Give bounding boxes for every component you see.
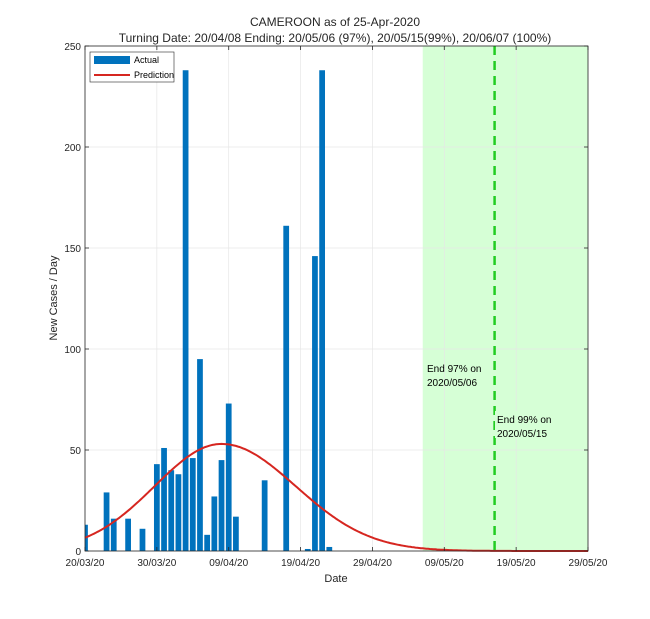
bar — [312, 256, 318, 551]
bar — [233, 516, 239, 551]
bar — [175, 474, 182, 551]
annotation-97-line1: End 97% on — [427, 364, 482, 375]
x-tick-label: 09/04/20 — [209, 558, 248, 569]
x-tick-label: 19/05/20 — [497, 558, 536, 569]
bar — [283, 225, 290, 551]
bar — [110, 518, 117, 551]
bar — [168, 470, 175, 551]
chart-title: CAMEROON as of 25-Apr-2020 — [250, 15, 420, 29]
x-tick-label: 30/03/20 — [137, 558, 176, 569]
y-axis-ticks: 0 50 100 150 200 250 — [64, 42, 588, 558]
bar — [182, 70, 189, 552]
bar — [225, 403, 232, 551]
bar — [139, 528, 146, 551]
y-tick-label: 250 — [64, 42, 81, 53]
y-axis-label: New Cases / Day — [48, 255, 60, 340]
legend: Actual Prediction — [89, 51, 175, 83]
bar — [153, 464, 160, 551]
bar — [211, 496, 218, 551]
legend-label-actual: Actual — [134, 55, 159, 65]
y-tick-label: 150 — [64, 244, 81, 255]
ending-shaded-region — [422, 46, 588, 551]
bar — [261, 480, 268, 551]
bar — [218, 460, 225, 551]
x-tick-label: 29/05/20 — [569, 558, 608, 569]
x-axis-ticks: 20/03/20 30/03/20 09/04/20 19/04/20 29/04/20… — [66, 46, 608, 569]
annotation-97-line2: 2020/05/06 — [427, 378, 477, 389]
legend-label-prediction: Prediction — [134, 70, 174, 80]
x-tick-label: 20/03/20 — [66, 558, 105, 569]
y-tick-label: 200 — [64, 143, 81, 154]
bar — [304, 548, 311, 551]
x-tick-label: 09/05/20 — [425, 558, 464, 569]
chart-subtitle: Turning Date: 20/04/08 Ending: 20/05/06 … — [119, 31, 552, 45]
x-tick-label: 29/04/20 — [353, 558, 392, 569]
bar — [204, 534, 211, 551]
y-tick-label: 50 — [70, 446, 82, 457]
annotation-99-line2: 2020/05/15 — [497, 429, 547, 440]
bar — [197, 359, 203, 551]
bar — [125, 518, 131, 551]
bar — [189, 458, 196, 551]
y-tick-label: 0 — [75, 547, 81, 558]
x-tick-label: 19/04/20 — [281, 558, 320, 569]
bar-series-actual — [85, 70, 333, 552]
bar — [103, 492, 110, 551]
bar — [319, 70, 326, 552]
bar — [326, 546, 333, 551]
y-tick-label: 100 — [64, 345, 81, 356]
legend-swatch-actual — [94, 56, 130, 64]
annotation-99-line1: End 99% on — [497, 415, 552, 426]
annotation-99-background — [495, 411, 555, 438]
x-axis-label: Date — [324, 573, 347, 585]
axes-box — [84, 45, 589, 552]
bar — [161, 447, 167, 551]
